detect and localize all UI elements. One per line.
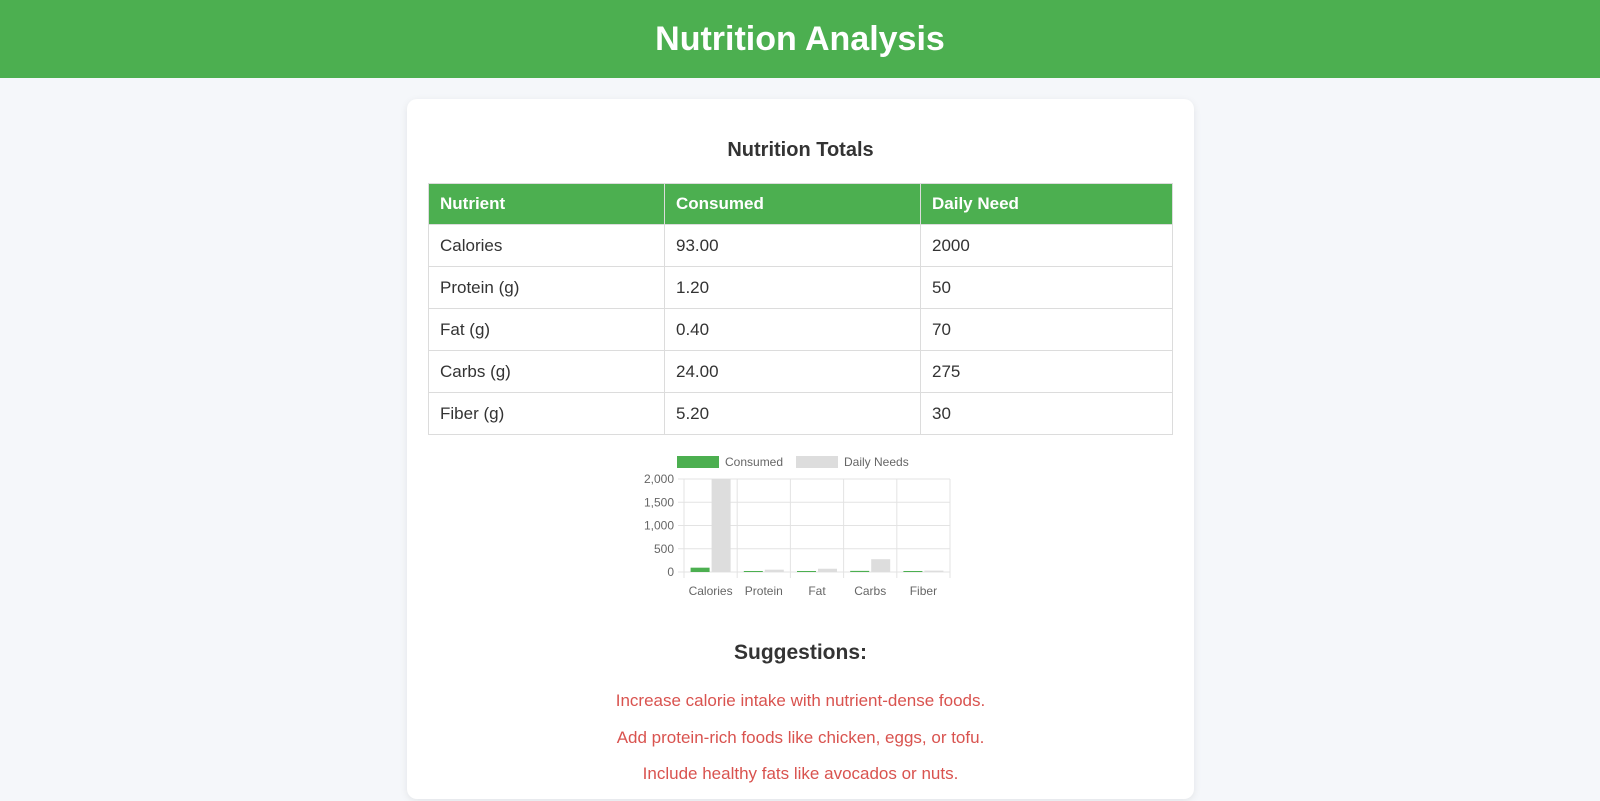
consumed-cell: 5.20 xyxy=(664,392,921,435)
column-header-consumed: Consumed xyxy=(664,183,921,225)
daily-need-cell: 275 xyxy=(920,350,1173,393)
nutrient-cell: Carbs (g) xyxy=(428,350,665,393)
suggestion-item: Increase calorie intake with nutrient-de… xyxy=(615,691,986,710)
table-row: Carbs (g) 24.00 275 xyxy=(428,350,1173,393)
bar-consumed-fiber xyxy=(903,571,923,572)
nutrient-cell: Protein (g) xyxy=(428,266,665,309)
table-row: Calories 93.00 2000 xyxy=(428,224,1173,267)
x-tick-label: Fiber xyxy=(910,584,937,598)
table-row: Fiber (g) 5.20 30 xyxy=(428,392,1173,435)
bar-consumed-protein xyxy=(743,571,763,572)
bar-consumed-carbs xyxy=(850,570,870,572)
column-header-nutrient: Nutrient xyxy=(428,183,665,225)
x-tick-label: Carbs xyxy=(854,584,886,598)
page-title: Nutrition Analysis xyxy=(655,19,945,58)
x-tick-label: Fat xyxy=(808,584,826,598)
legend-swatch-daily-needs xyxy=(796,456,838,468)
nutrient-cell: Calories xyxy=(428,224,665,267)
legend-label: Consumed xyxy=(725,455,783,469)
bar-consumed-fat xyxy=(797,571,816,572)
bar-daily-needs-fat xyxy=(818,568,837,572)
suggestions-title: Suggestions: xyxy=(733,641,867,664)
bar-consumed-calories xyxy=(690,567,710,572)
x-tick-label: Calories xyxy=(689,584,733,598)
y-tick-label: 0 xyxy=(667,565,674,579)
legend-swatch-consumed xyxy=(677,456,719,468)
x-tick-label: Protein xyxy=(745,584,783,598)
consumed-cell: 93.00 xyxy=(664,224,921,267)
suggestions-list: Increase calorie intake with nutrient-de… xyxy=(407,691,1194,801)
bar-daily-needs-protein xyxy=(764,569,784,572)
nutrition-table: Nutrient Consumed Daily Need Calories 93… xyxy=(428,183,1173,435)
y-tick-label: 1,500 xyxy=(644,495,674,509)
y-tick-label: 1,000 xyxy=(644,519,674,533)
table-row: Protein (g) 1.20 50 xyxy=(428,266,1173,309)
daily-need-cell: 30 xyxy=(920,392,1173,435)
daily-need-cell: 70 xyxy=(920,308,1173,351)
y-tick-label: 2,000 xyxy=(644,472,674,486)
page-header: Nutrition Analysis xyxy=(0,0,1600,78)
legend-label: Daily Needs xyxy=(844,455,909,469)
chart-svg: Consumed Daily Needs 0 500 1,000 1,500 2,000 Ca… xyxy=(644,455,951,598)
daily-need-cell: 50 xyxy=(920,266,1173,309)
analysis-card: Nutrition Totals Nutrient Consumed Daily… xyxy=(407,99,1194,799)
bar-daily-needs-fiber xyxy=(924,570,944,572)
nutrient-cell: Fat (g) xyxy=(428,308,665,351)
suggestion-item: Include healthy fats like avocados or nu… xyxy=(642,764,959,783)
daily-need-cell: 2000 xyxy=(920,224,1173,267)
consumed-cell: 1.20 xyxy=(664,266,921,309)
nutrition-bar-chart: Consumed Daily Needs 0 500 1,000 1,500 2,000 Ca… xyxy=(617,452,967,612)
totals-title: Nutrition Totals xyxy=(727,139,874,161)
column-header-daily-need: Daily Need xyxy=(920,183,1173,225)
y-tick-label: 500 xyxy=(654,542,674,556)
table-header-row: Nutrient Consumed Daily Need xyxy=(428,183,1173,225)
consumed-cell: 0.40 xyxy=(664,308,921,351)
table-row: Fat (g) 0.40 70 xyxy=(428,308,1173,351)
bar-daily-needs-calories xyxy=(711,479,731,572)
suggestion-item: Add protein-rich foods like chicken, egg… xyxy=(616,727,985,747)
bar-daily-needs-carbs xyxy=(871,559,891,572)
nutrient-cell: Fiber (g) xyxy=(428,392,665,435)
consumed-cell: 24.00 xyxy=(664,350,921,393)
